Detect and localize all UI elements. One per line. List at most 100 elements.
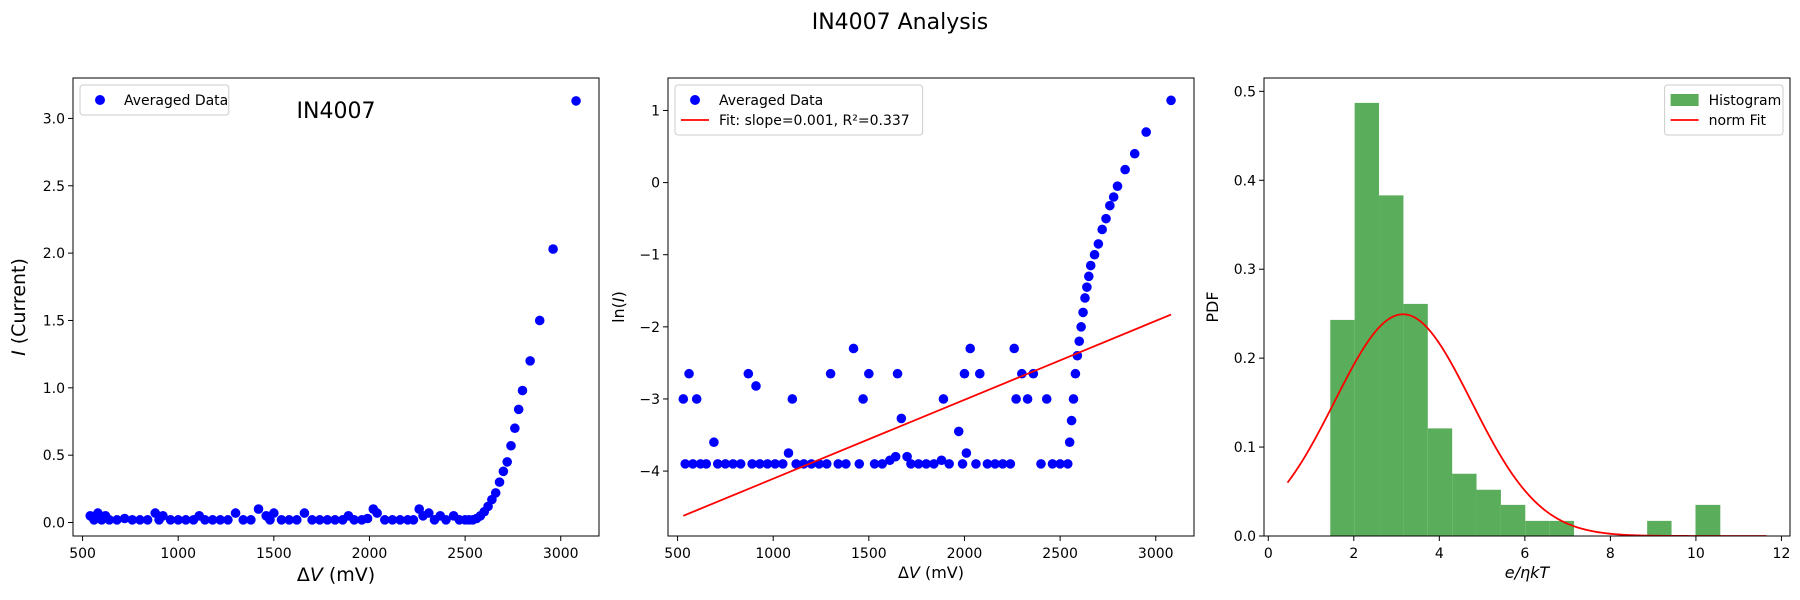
histogram-bar [1647,520,1672,536]
data-point [135,515,145,525]
data-point [728,459,738,469]
data-point [372,508,382,518]
data-point [743,368,754,379]
x-tick-label: 4 [1435,546,1444,562]
x-tick-label: 6 [1520,546,1529,562]
data-point [104,515,115,525]
y-axis-label: ln(I) [609,291,628,323]
data-point [387,515,398,525]
data-point [1101,213,1111,224]
axes-frame [667,77,1195,537]
legend-label: Averaged Data [124,93,228,109]
y-tick-label: 3.0 [43,111,65,127]
data-point [982,459,993,469]
legend-label: Averaged Data [719,93,823,109]
data-point [230,508,241,518]
legend: Histogram norm Fit [1664,84,1784,136]
data-point [1055,459,1065,469]
data-point [936,455,947,466]
data-point [238,515,249,525]
data-point [1089,249,1100,260]
data-point [783,448,794,458]
data-point [548,244,558,254]
chart-annotation: IN4007 [297,99,376,124]
x-tick-label: 500 [664,546,691,562]
data-point [1022,394,1033,404]
plot-area [85,96,581,525]
data-point [864,368,874,379]
data-point [1062,459,1073,469]
data-point [1036,459,1046,469]
data-point [408,515,419,525]
data-point [961,448,972,458]
plot-area [1286,102,1767,536]
y-tick-label: 0 [651,176,660,192]
data-point [322,515,333,525]
legend: Averaged Data Fit: slope=0.001, R²=0.337 [674,84,924,136]
data-point [1085,260,1096,271]
y-tick-label: 0.5 [43,448,65,464]
histogram-bar [1452,473,1477,536]
legend-marker-circle [95,95,105,105]
x-tick-label: 8 [1606,546,1615,562]
data-point [1112,181,1123,191]
data-point [1041,394,1052,404]
data-point [510,423,520,434]
data-point [680,459,691,469]
legend-box [674,84,924,136]
data-point [1080,293,1090,303]
data-point [207,515,218,525]
data-point [379,515,390,525]
data-point [1166,95,1176,106]
data-point [833,459,844,469]
data-point [821,459,832,469]
histogram-bar [1330,319,1355,536]
data-point [735,459,746,469]
data-point [1082,282,1092,292]
x-tick-label: 1000 [160,546,196,562]
legend-box [79,84,230,116]
data-point [971,459,981,469]
data-point [490,488,501,498]
axes-frame [1263,77,1791,537]
data-point [1084,271,1094,282]
data-point [1129,148,1140,159]
y-axis-label: I (Current) [8,258,30,356]
data-point [720,459,731,469]
data-point [284,515,294,525]
data-point [423,508,434,518]
data-point [215,515,226,525]
data-point [173,515,183,525]
data-point [1005,459,1016,469]
data-point [913,459,924,469]
data-point [787,394,798,404]
x-tick-label: 0 [1264,546,1273,562]
histogram-bar [1476,489,1501,536]
y-tick-label: 0.0 [43,516,65,532]
data-point [498,466,509,477]
data-point [858,394,868,404]
data-point [506,440,516,451]
data-point [751,381,761,391]
data-point [747,459,757,469]
y-tick-label: −4 [639,464,660,480]
data-point [777,459,788,469]
x-tick-label: 2000 [352,546,388,562]
legend-marker-circle [690,95,700,105]
data-point [921,459,932,469]
y-tick-label: 2.0 [43,246,65,262]
data-point [127,515,138,525]
histogram-bar [1549,520,1575,536]
x-tick-label: 1500 [851,546,887,562]
data-point [890,451,901,462]
data-point [1105,200,1115,211]
histogram-bar [1427,428,1453,536]
histogram-bar [1695,504,1721,536]
x-axis-label: e/ηkT [1505,563,1551,582]
data-point [957,459,968,469]
data-point [929,459,939,469]
y-tick-label: −3 [639,392,660,408]
data-point [200,515,210,525]
data-point [276,515,287,525]
